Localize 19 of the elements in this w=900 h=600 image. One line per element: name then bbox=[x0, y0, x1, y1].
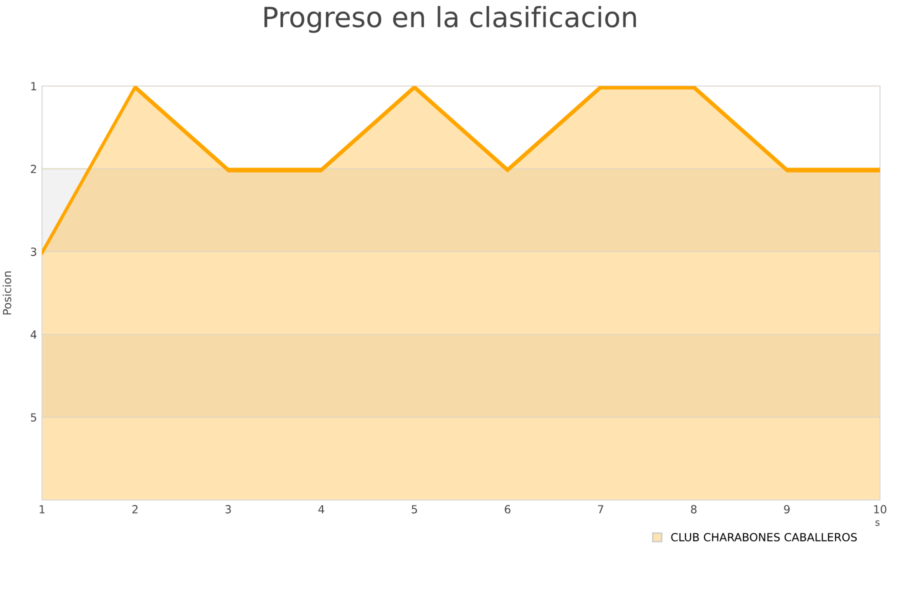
y-tick-label: 1 bbox=[31, 82, 36, 90]
x-tick-label: 5 bbox=[412, 505, 418, 514]
x-tick-label: 6 bbox=[504, 505, 510, 514]
y-axis-title: Posicion bbox=[2, 271, 12, 314]
y-tick-label: 2 bbox=[30, 164, 36, 174]
x-tick-label: 3 bbox=[226, 505, 231, 514]
y-tick-label: 5 bbox=[30, 413, 36, 422]
chart-title: Progreso en la clasificacion bbox=[264, 6, 636, 33]
x-tick-label: 2 bbox=[132, 505, 138, 514]
y-tick-label: 4 bbox=[30, 330, 37, 339]
x-tick-label: 4 bbox=[318, 505, 324, 514]
x-tick-label: 10 bbox=[874, 505, 886, 514]
x-tick-label: 7 bbox=[598, 505, 604, 514]
x-tick-label: 8 bbox=[690, 505, 697, 514]
x-axis-title: s bbox=[875, 520, 880, 526]
x-tick-label: 1 bbox=[40, 505, 45, 514]
x-tick-label: 9 bbox=[784, 505, 790, 514]
legend-label: CLUB CHARABONES CABALLEROS bbox=[671, 532, 857, 542]
y-tick-label: 3 bbox=[30, 248, 36, 256]
